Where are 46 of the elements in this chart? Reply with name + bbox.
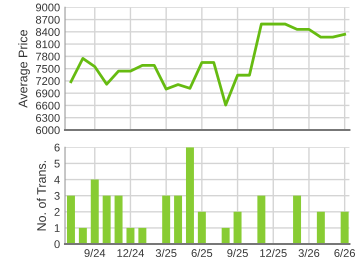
y-tick-label: 6300 [36, 114, 60, 122]
line-series [70, 22, 346, 106]
bar [126, 228, 134, 244]
x-tick-label: 9/24 [84, 248, 106, 258]
y-tick-label: 6000 [36, 126, 60, 134]
bar [198, 212, 206, 244]
y-tick-label: 0 [54, 240, 60, 248]
bar [316, 212, 325, 244]
bar [90, 180, 99, 244]
y-tick-label: 8700 [36, 16, 60, 24]
y-tick-label: 8100 [36, 40, 60, 48]
bar [222, 228, 230, 244]
bar [162, 196, 170, 244]
bar [78, 228, 87, 244]
bar [257, 196, 266, 244]
y-tick-label: 4 [54, 176, 60, 184]
y-tick-label: 7200 [36, 77, 60, 86]
x-tick-label: 12/25 [260, 248, 287, 258]
bar [234, 212, 242, 244]
bar [293, 196, 302, 244]
x-tick-label: 12/24 [117, 248, 144, 258]
y-axis-title: Average Price [18, 30, 30, 108]
x-tick-label: 6/25 [192, 248, 212, 258]
bar [138, 228, 146, 244]
bar [340, 212, 349, 244]
y-tick-label: 9000 [36, 4, 60, 12]
y-tick-label: 8400 [36, 28, 60, 36]
x-tick-label: 6/26 [334, 248, 355, 258]
y-tick-label: 6 [54, 144, 60, 152]
y-tick-label: 5 [54, 160, 60, 168]
y-tick-label: 6600 [36, 102, 60, 110]
x-tick-label: 3/25 [156, 248, 177, 258]
bar [66, 196, 75, 244]
y-tick-label: 7500 [36, 64, 60, 73]
y-tick-label: 3 [54, 192, 60, 200]
bar [174, 196, 182, 244]
x-tick-label: 9/25 [227, 248, 248, 258]
bar [186, 147, 194, 244]
x-tick-label: 3/26 [298, 248, 320, 258]
bar [114, 196, 123, 244]
bar [102, 196, 111, 244]
y-tick-label: 7800 [36, 52, 60, 61]
y-tick-label: 6900 [36, 89, 60, 98]
y-tick-label: 1 [54, 224, 60, 232]
y-tick-label: 2 [54, 208, 60, 216]
y-axis-title: No. of Trans. [36, 161, 46, 230]
